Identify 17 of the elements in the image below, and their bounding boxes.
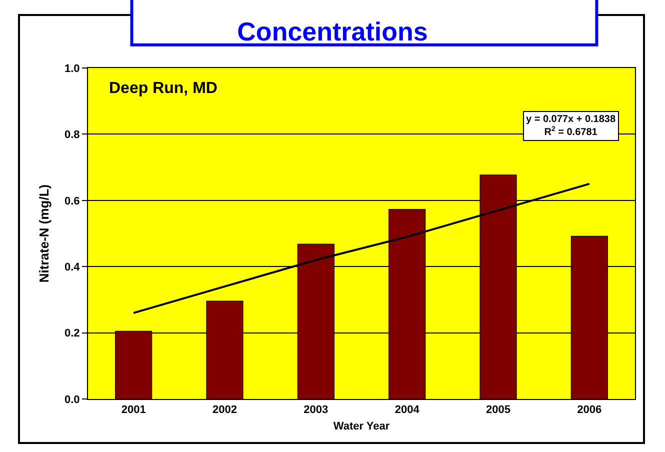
x-tick-label: 2002 xyxy=(212,404,237,416)
x-tick-label: 2004 xyxy=(394,404,420,416)
x-tick-label: 2001 xyxy=(121,404,146,416)
y-tick-label: 0.2 xyxy=(64,328,80,340)
x-axis-title: Water Year xyxy=(333,420,390,432)
chart-title: Concentrations xyxy=(237,16,428,47)
y-tick-label: 0.6 xyxy=(64,195,80,208)
annotation: y = 0.077x + 0.1838 R$^{2}$ = 0.6781 xyxy=(526,114,616,138)
y-tick-label: 0.0 xyxy=(64,394,80,406)
x-tick-label: 2003 xyxy=(304,404,328,416)
x-tick-label: 2006 xyxy=(577,404,602,416)
x-tick-label: 2005 xyxy=(486,404,510,416)
y-tick-label: 0.8 xyxy=(64,129,80,142)
annotation: Deep Run, MD xyxy=(109,80,218,97)
y-tick-label: 1.0 xyxy=(64,62,80,75)
y-tick-label: 0.4 xyxy=(64,261,81,274)
y-axis-title: Nitrate-N (mg/L) xyxy=(36,184,52,283)
